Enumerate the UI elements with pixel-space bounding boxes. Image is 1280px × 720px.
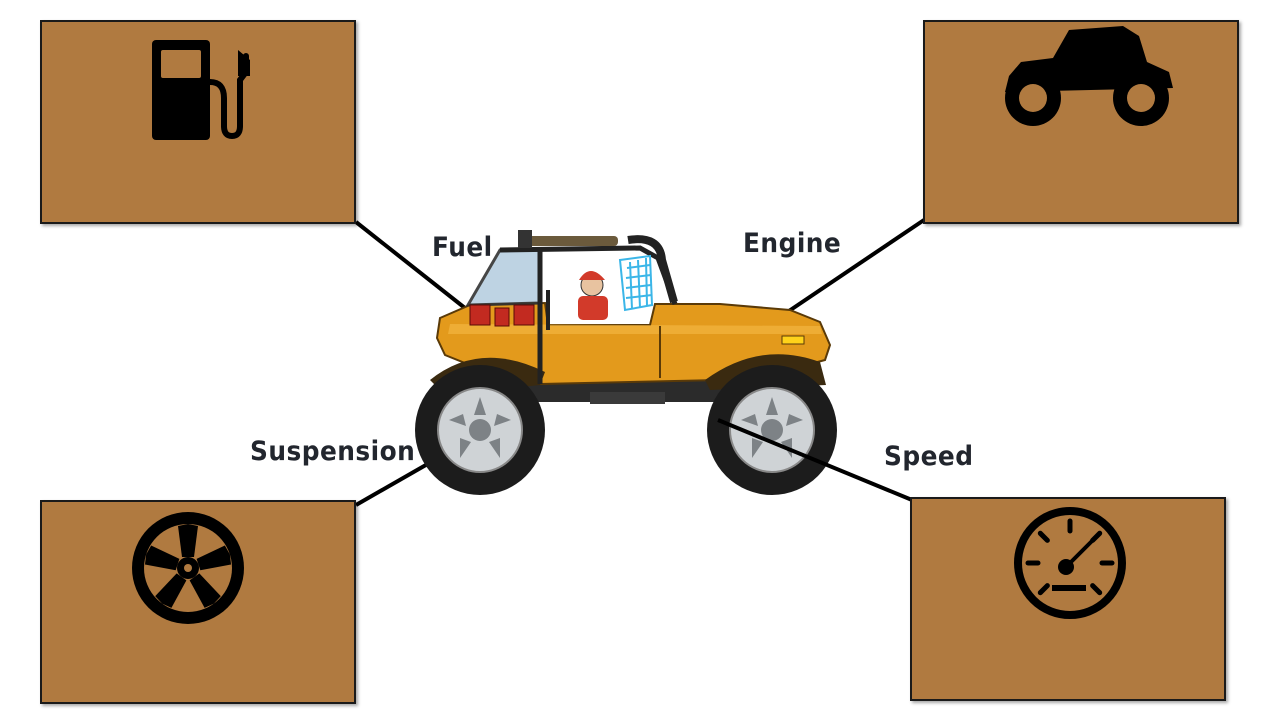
fuel-upgrade-panel[interactable]	[40, 20, 356, 224]
suspension-upgrade-panel[interactable]	[40, 500, 356, 704]
suspension-label: Suspension	[250, 436, 416, 467]
front-wheel	[707, 365, 837, 495]
speed-connector-line	[717, 418, 913, 502]
rear-wheel	[415, 365, 545, 495]
fuel-connector-line	[354, 220, 472, 314]
engine-label: Engine	[743, 228, 842, 259]
speedometer-icon	[1014, 507, 1126, 619]
speed-upgrade-panel[interactable]	[910, 497, 1226, 701]
engine-connector-line	[784, 218, 926, 315]
speed-label: Speed	[884, 441, 974, 472]
engine-upgrade-panel[interactable]	[923, 20, 1239, 224]
vehicle-silhouette-icon	[1005, 26, 1173, 126]
fuel-label: Fuel	[432, 232, 493, 263]
fuel-pump-icon	[152, 40, 250, 140]
wheel-rim-icon	[132, 512, 244, 624]
